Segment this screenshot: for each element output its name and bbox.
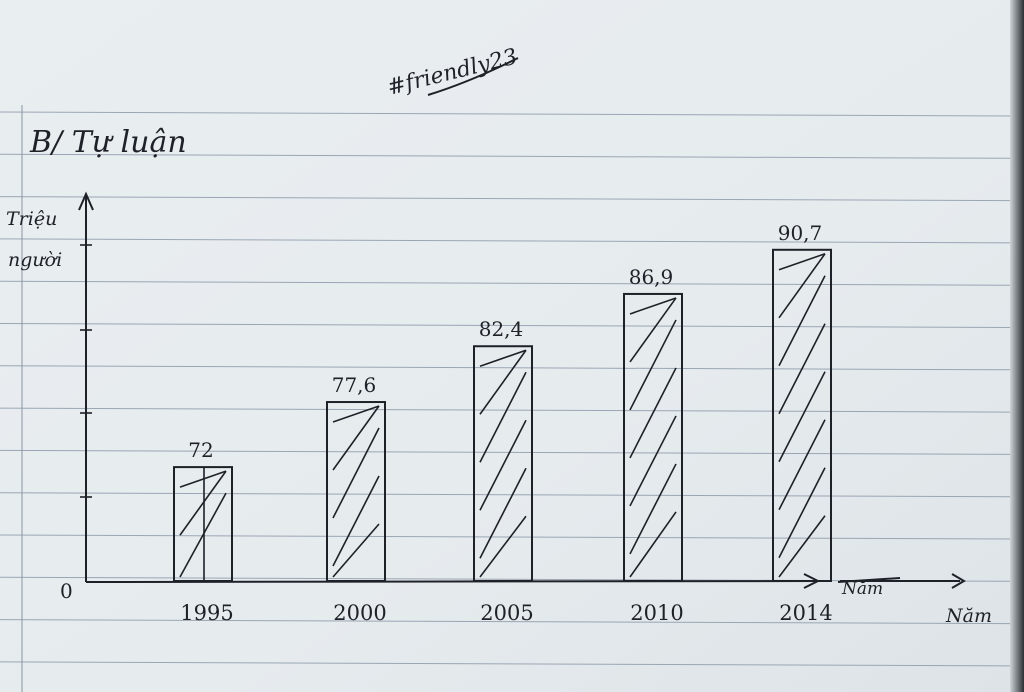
ruled-line [0,449,1013,455]
bar-1995 [173,466,233,582]
bar-hatch [778,323,826,415]
bar-hatch [629,319,677,411]
bar-value-label: 72 [188,438,213,462]
ruled-lines [0,111,1013,667]
category-label: 2005 [480,601,533,625]
ruled-line [0,619,1013,625]
y-axis-label-line1: Triệu [6,208,57,230]
bar [173,466,233,582]
bar-hatch [179,492,227,578]
ruled-line [0,661,1013,667]
ruled-line [0,153,1013,159]
bar-2000 [326,401,386,583]
bar-hatch [778,467,826,559]
category-label: 1995 [180,601,233,625]
bar-hatch [332,405,380,471]
bar [326,401,386,583]
bar-hatch [629,511,677,578]
ruled-line [0,111,1013,117]
bar-hatch [778,253,826,319]
bar-hatch [479,349,527,367]
bar-hatch [629,415,677,507]
bar-2005 [473,345,533,583]
bar [473,345,533,583]
bar-hatch [629,463,677,555]
bar-hatch [629,297,677,363]
bar-hatch [332,427,380,519]
bar-value-label: 86,9 [629,265,674,289]
category-label: 2014 [779,601,832,625]
x-axis-label: Năm [945,605,992,627]
page-edge-shadow [1010,0,1024,692]
category-label: 2000 [333,601,386,625]
y-axis-arrow-icon [78,191,94,211]
hashtag-underline [427,57,519,96]
ruled-line [0,492,1013,498]
origin-label: 0 [60,579,73,603]
bar-2014 [772,248,832,582]
strike-through [837,577,901,583]
bar-2010 [623,292,683,582]
bar-hatch [629,297,677,315]
ruled-line [0,365,1013,371]
bar-hatch [778,515,826,578]
bar-hatch [479,349,527,415]
bar [772,248,832,582]
x-axis-extension-arrow-icon [951,573,966,589]
bar-hatch [479,419,527,511]
ruled-line [0,238,1013,244]
section-title: B/ Tự luận [29,125,187,160]
bar-value-label: 90,7 [778,221,823,245]
ruled-line [0,323,1013,328]
bar-hatch [778,419,826,511]
bar [623,292,683,582]
bar-hatch [629,367,677,459]
bar-hatch [479,371,527,463]
bar-hatch [479,515,527,578]
bars-group: 72 1995 77,6 2000 82,4 2005 86,9 2010 90,7 2014 [173,221,833,625]
bar-hatch [179,470,227,488]
bar-value-label: 82,4 [479,317,524,341]
bar-hatch [479,467,527,559]
bar-hatch [179,470,227,536]
struck-x-label: Năm [841,579,883,599]
y-axis-ticks [80,244,92,498]
bar-hatch [332,405,380,423]
bar-hatch [778,275,826,367]
bar-value-label: 77,6 [332,373,377,397]
bar-hatch [778,253,826,271]
ruled-line [0,534,1013,540]
ruled-line [0,196,1013,202]
ruled-line [0,280,1013,286]
bar-hatch [332,475,380,567]
bar-hatch [778,371,826,463]
bar-hatch [332,523,380,578]
category-label: 2010 [630,601,683,625]
y-axis-label-line2: người [8,249,62,271]
